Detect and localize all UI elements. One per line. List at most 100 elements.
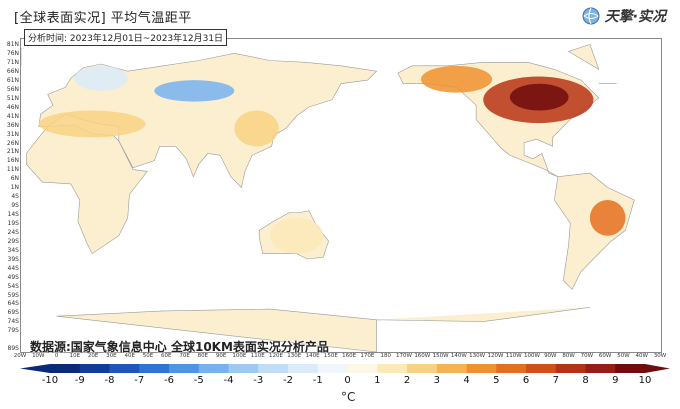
colorbar-unit: °C — [341, 390, 356, 404]
map-title: [全球表面实况] 平均气温距平 — [14, 11, 192, 26]
colorbar-segment — [288, 364, 319, 373]
lon-label: 10E — [69, 353, 81, 359]
colorbar-segment — [555, 364, 586, 373]
anomaly-map — [20, 38, 662, 353]
lat-label: 66N — [6, 67, 19, 75]
anomaly-australia — [269, 217, 324, 254]
lat-label: 39S — [7, 255, 19, 263]
lon-label: 30W — [653, 353, 667, 359]
lon-label: 150W — [432, 353, 449, 359]
lon-label: 100W — [524, 353, 540, 359]
lon-label: 130W — [469, 353, 486, 359]
colorbar-segment — [347, 364, 378, 373]
colorbar-segment — [258, 364, 289, 373]
colorbar-segment — [317, 364, 348, 373]
lat-label: 71N — [6, 59, 19, 67]
lat-label: 36N — [6, 121, 19, 129]
colorbar-segment — [169, 364, 200, 373]
lon-label: 60E — [161, 353, 172, 359]
anomaly-mediterranean — [38, 110, 146, 138]
lon-label: 40E — [124, 353, 135, 359]
lat-label: 89S — [7, 345, 19, 353]
colorbar-arrow-right — [645, 364, 670, 373]
lat-label: 24S — [7, 228, 19, 236]
lat-label: 6N — [10, 175, 19, 183]
land-greenland — [21, 44, 617, 84]
colorbar — [20, 364, 670, 373]
lon-label: 20E — [87, 353, 99, 359]
colorbar-segment — [407, 364, 438, 373]
anomaly-china-east — [234, 110, 279, 147]
colorbar-tick-label: 5 — [493, 375, 500, 386]
lat-label: 19S — [7, 220, 19, 227]
colorbar-segment — [377, 364, 408, 373]
lat-label: 59S — [7, 291, 19, 299]
lon-label: 40W — [635, 353, 648, 359]
lon-label: 110E — [250, 353, 265, 359]
colorbar-tick-label: 0 — [344, 375, 351, 386]
lon-label: 150E — [323, 353, 338, 359]
colorbar-tick-label: 9 — [612, 375, 619, 386]
lat-label: 79S — [7, 327, 19, 335]
lon-label: 140W — [450, 353, 467, 359]
colorbar-segment — [79, 364, 110, 373]
colorbar-tick-label: 8 — [582, 375, 589, 386]
colorbar-arrow-left — [20, 364, 50, 373]
colorbar-tick-label: 6 — [522, 375, 530, 386]
lon-label: 110W — [505, 353, 522, 359]
lat-label: 54S — [7, 282, 19, 290]
lon-label: 30E — [106, 353, 117, 359]
lat-label: 14S — [7, 211, 19, 219]
colorbar-tick-label: -9 — [74, 375, 85, 386]
lon-label: 180 — [380, 353, 391, 359]
lon-label: 170W — [396, 353, 412, 359]
logo: 天擎·实况 — [581, 4, 666, 28]
colorbar-tick-label: -1 — [312, 375, 323, 386]
lon-label: 140E — [305, 353, 320, 359]
anomaly-northern-europe — [74, 65, 128, 91]
land-south-america — [553, 172, 635, 290]
colorbar-segment — [50, 364, 81, 373]
lat-label: 56N — [6, 85, 19, 93]
lon-label: 70E — [179, 353, 190, 359]
lon-label: 0 — [54, 353, 59, 359]
lat-label: 44S — [7, 264, 19, 272]
colorbar-tick-label: -4 — [223, 375, 234, 386]
lon-label: 20W — [13, 353, 27, 359]
lon-label: 80W — [562, 353, 575, 359]
map-canvas — [21, 44, 635, 352]
colorbar-tick-label: -10 — [41, 375, 59, 386]
colorbar-segment — [615, 364, 646, 373]
lat-label: 81N — [6, 41, 19, 49]
lon-label: 70W — [580, 353, 594, 359]
lon-label: 10W — [32, 353, 45, 359]
colorbar-tick-label: 7 — [552, 375, 559, 386]
lon-label: 50E — [142, 353, 154, 359]
colorbar-tick-label: 1 — [374, 375, 381, 386]
lon-label: 160E — [342, 353, 357, 359]
globe-icon — [582, 7, 600, 25]
lon-label: 60W — [598, 353, 612, 359]
logo-text: 天擎·实况 — [604, 9, 666, 25]
lon-label: 120W — [487, 353, 504, 359]
lat-label: 49S — [7, 273, 19, 281]
colorbar-tick-label: -3 — [253, 375, 264, 386]
colorbar-tick-label: 2 — [403, 375, 411, 386]
colorbar-tick-label: 4 — [463, 375, 470, 386]
lon-label: 80E — [197, 353, 209, 359]
lat-label: 64S — [7, 300, 19, 308]
colorbar-segment — [228, 364, 259, 373]
lat-label: 61N — [6, 76, 19, 84]
lat-label: 26N — [6, 139, 19, 147]
colorbar-segment — [198, 364, 229, 373]
lat-label: 4S — [11, 193, 19, 201]
lat-label: 76N — [6, 50, 19, 58]
lat-label: 74S — [7, 318, 19, 326]
colorbar-tick-label: -6 — [164, 375, 174, 386]
lat-label: 46N — [6, 103, 19, 111]
lon-label: 120E — [269, 353, 283, 359]
colorbar-segment — [496, 364, 527, 373]
colorbar-tick-label: -2 — [283, 375, 293, 386]
data-source-note: 数据源:国家气象信息中心 全球10KM表面实况分析产品 — [30, 340, 329, 354]
analysis-period: 分析时间: 2023年12月01日~2023年12月31日 — [24, 29, 228, 46]
